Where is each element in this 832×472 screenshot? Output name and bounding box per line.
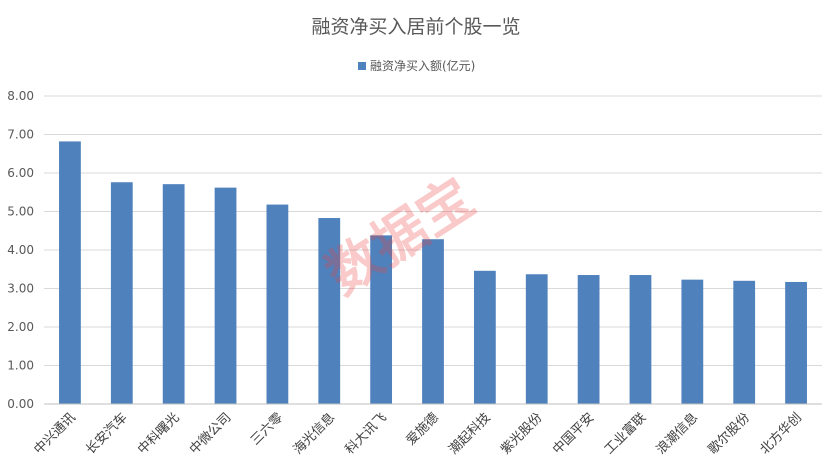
x-tick-label: 中兴通讯 (31, 410, 78, 457)
bar-浪潮信息 (681, 279, 704, 404)
x-tick-label: 潮起科技 (446, 410, 493, 457)
bar-北方华创 (785, 281, 807, 404)
bar-工业富联 (629, 275, 652, 404)
legend-swatch (358, 62, 366, 70)
x-tick-label: 中国平安 (550, 410, 597, 457)
x-tick-label: 工业富联 (601, 410, 649, 458)
x-tick-label: 中微公司 (187, 410, 234, 457)
x-tick-label: 浪潮信息 (653, 410, 701, 458)
chart-title: 融资净买入居前个股一览 (311, 16, 520, 38)
y-tick-label: 3.00 (7, 282, 34, 296)
bar-歌尔股份 (733, 280, 756, 404)
y-axis-ticks: 0.00 1.00 2.00 3.00 4.00 5.00 6.00 7.00 8.00 (7, 89, 34, 411)
y-tick-label: 0.00 (7, 397, 34, 411)
y-tick-label: 6.00 (7, 166, 34, 180)
bar-中兴通讯 (59, 141, 81, 404)
bar-长安汽车 (110, 182, 133, 404)
watermark-text: 数据宝 (315, 166, 485, 307)
y-tick-label: 8.00 (7, 89, 34, 103)
x-tick-label: 北方华创 (757, 410, 805, 458)
bars (59, 141, 807, 404)
x-tick-label: 歌尔股份 (706, 410, 753, 457)
x-tick-label: 科大讯飞 (343, 410, 390, 457)
x-tick-label: 中科曙光 (135, 410, 182, 457)
bar-海光信息 (318, 218, 341, 404)
y-tick-label: 2.00 (7, 320, 34, 334)
x-tick-label: 紫光股份 (498, 410, 545, 457)
y-tick-label: 4.00 (7, 243, 34, 257)
bar-科大讯飞 (370, 235, 393, 404)
x-tick-label: 三六零 (248, 410, 286, 448)
legend: 融资净买入额(亿元) (358, 58, 475, 73)
x-tick-label: 海光信息 (290, 410, 338, 458)
bar-三六零 (266, 204, 289, 404)
bar-中微公司 (214, 187, 237, 404)
bar-紫光股份 (525, 274, 548, 404)
bar-爱施德 (422, 239, 444, 404)
x-axis-ticks: 中兴通讯 长安汽车 中科曙光 中微公司 三六零 海光信息 科大讯飞 爱施德 潮起科技 紫光股份 中国… (31, 410, 805, 458)
y-tick-label: 5.00 (7, 205, 34, 219)
bar-中国平安 (577, 275, 600, 404)
legend-label: 融资净买入额(亿元) (370, 58, 475, 73)
y-tick-label: 1.00 (7, 359, 34, 373)
bar-中科曙光 (162, 184, 185, 404)
x-tick-label: 爱施德 (404, 410, 442, 448)
x-tick-label: 长安汽车 (83, 410, 131, 458)
y-tick-label: 7.00 (7, 128, 34, 142)
bar-潮起科技 (473, 270, 496, 404)
